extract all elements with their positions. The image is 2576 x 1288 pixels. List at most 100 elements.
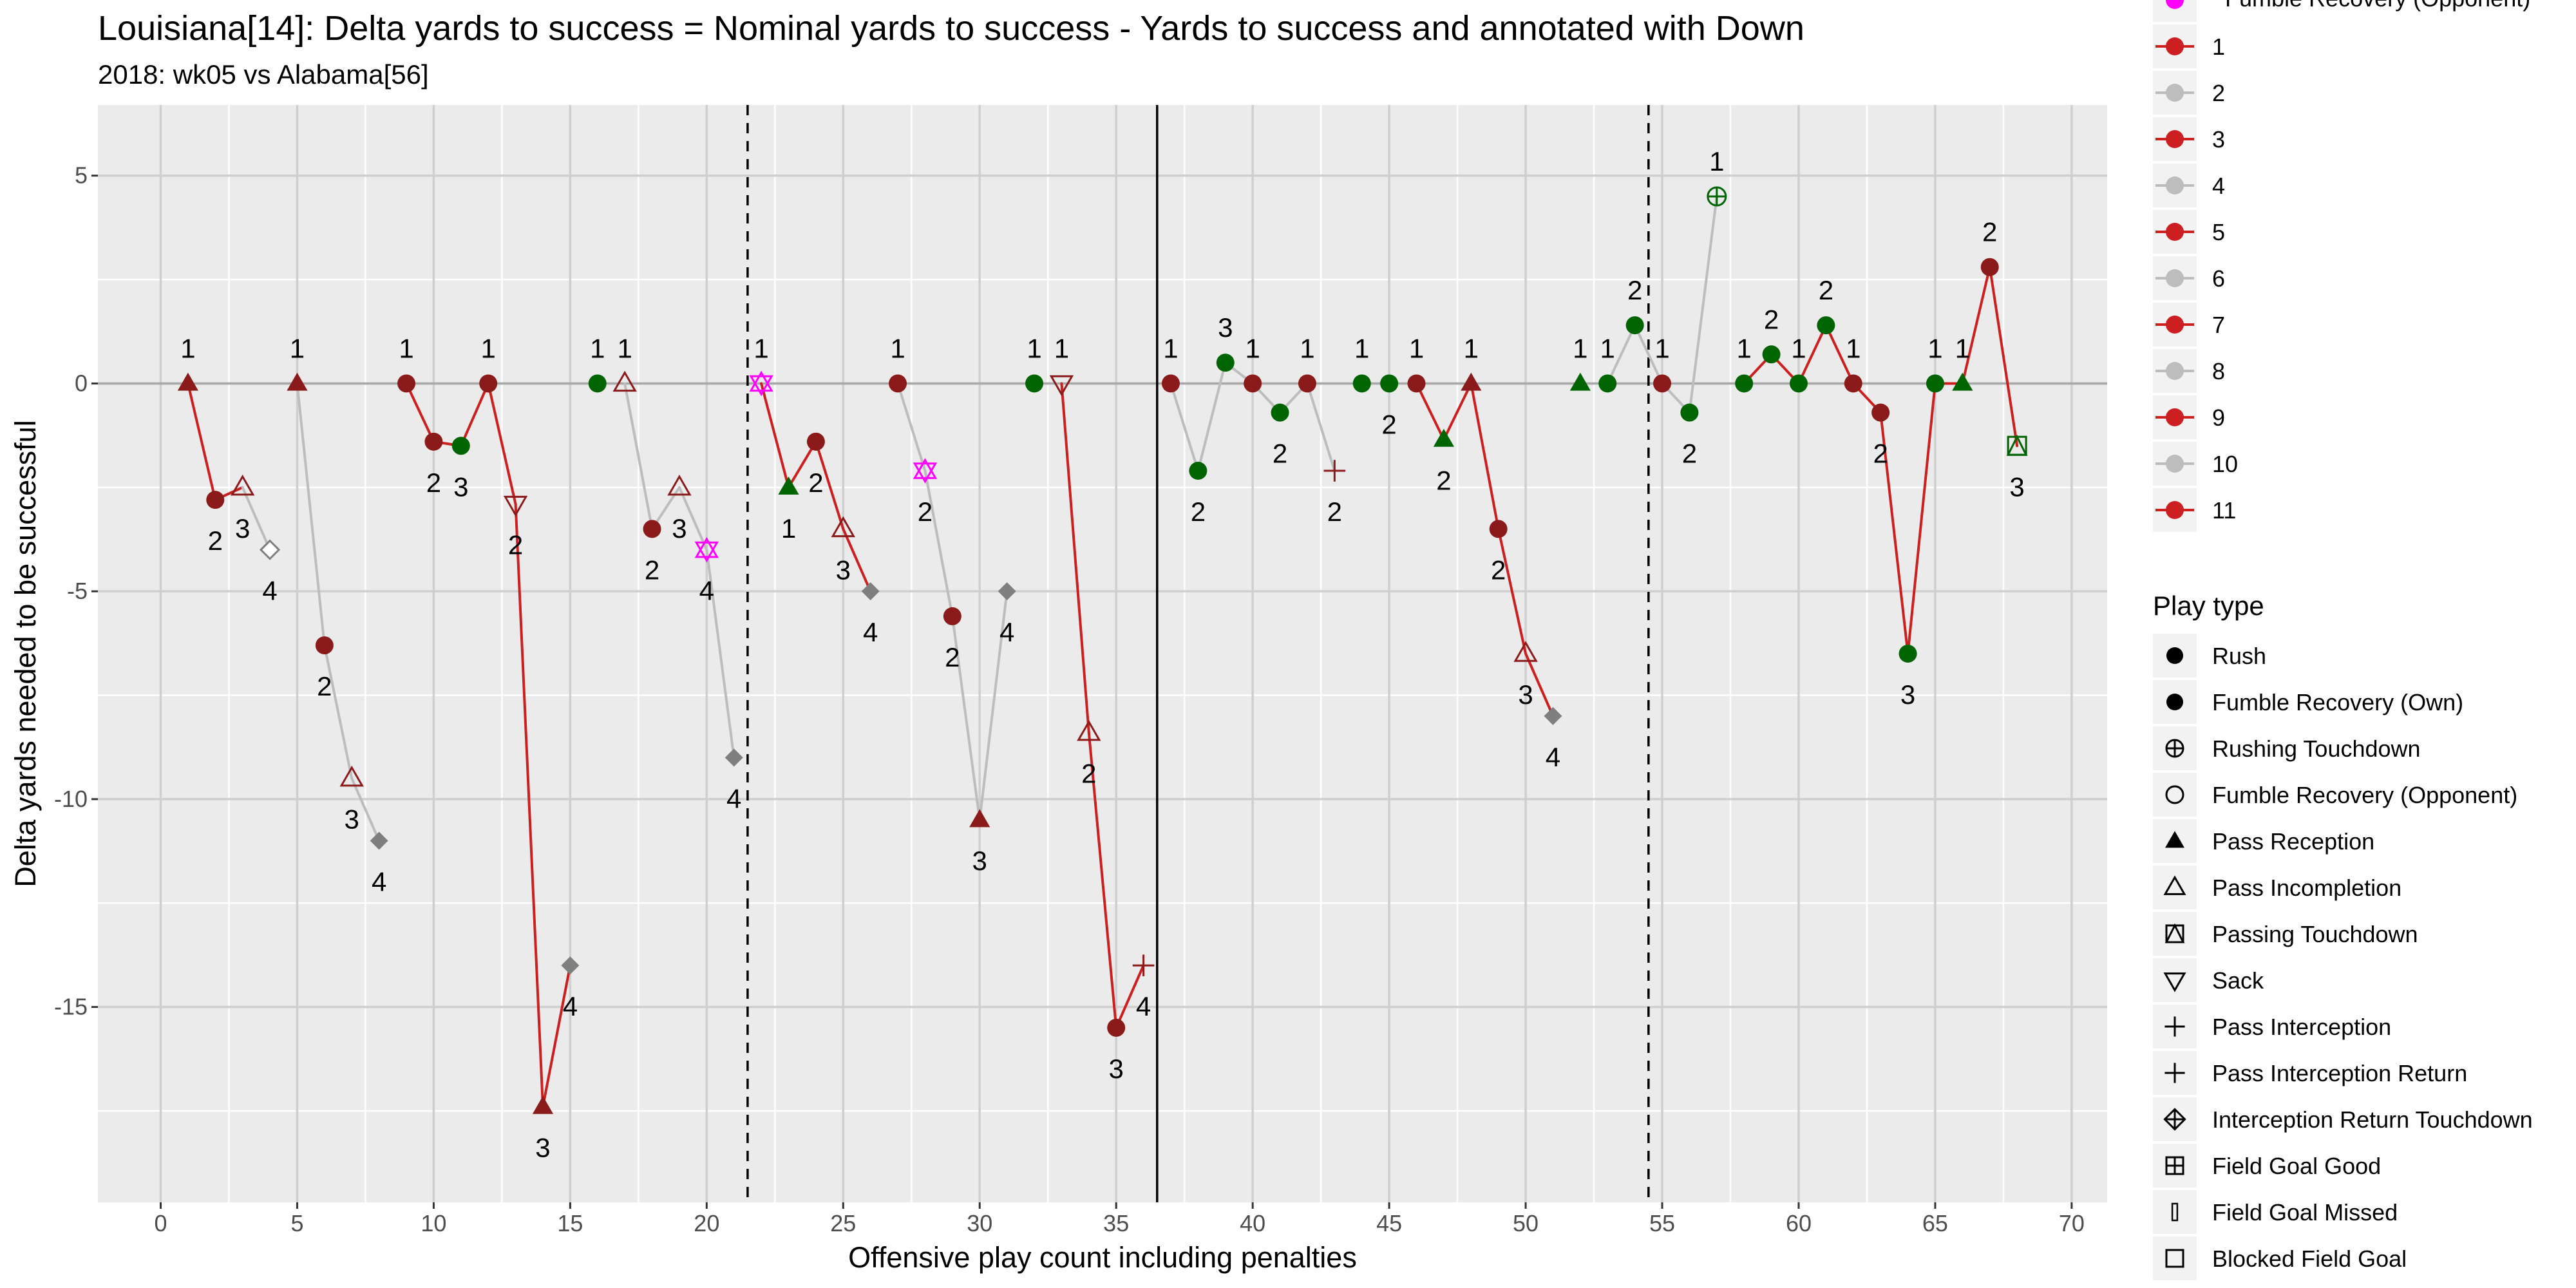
down-label: 2 (508, 530, 523, 560)
marker-circle (889, 374, 907, 393)
marker-triangle-open (339, 765, 364, 787)
drive-segment (842, 527, 872, 593)
plus-marker (1323, 460, 1346, 482)
circle-marker (1489, 520, 1508, 538)
legend-play-type-item: Fumble Recovery (Own) (2153, 680, 2463, 724)
drive-segment (405, 382, 435, 443)
y-tick-label: -5 (67, 578, 88, 604)
drive-segment (1415, 382, 1445, 441)
down-label: 1 (1737, 333, 1752, 363)
triangle-open-marker (339, 765, 364, 787)
legend-drive-item: 7 (2153, 303, 2225, 346)
legend-key-circle (2166, 84, 2184, 102)
down-label: 4 (999, 617, 1014, 647)
triangle-down-open-marker (2163, 972, 2186, 992)
triangle-filled-marker (287, 372, 308, 391)
drive-segment (978, 590, 1009, 822)
legend-play-type-item: Fumble Recovery (Opponent) (2153, 773, 2517, 817)
circle-marker (1107, 1018, 1126, 1037)
x-tick-label: 35 (1103, 1210, 1129, 1236)
legend-key-bg (2153, 866, 2197, 909)
x-tick-label: 10 (421, 1210, 446, 1236)
legend-play-type-item: Field Goal Missed (2153, 1190, 2398, 1234)
down-label: 2 (1873, 439, 1888, 469)
marker-diamond (861, 582, 880, 601)
marker-circle (588, 374, 607, 393)
marker-circle (1899, 645, 1917, 663)
marker-circle (1735, 374, 1754, 393)
circle-marker (1025, 374, 1044, 393)
chart-title: Louisiana[14]: Delta yards to success = … (98, 9, 1804, 48)
legend-drive-label: 5 (2212, 219, 2225, 245)
circle-marker (1380, 374, 1399, 393)
circle-plus-marker (1707, 186, 1727, 207)
down-label: 2 (426, 468, 441, 498)
circle-marker (2166, 647, 2183, 664)
circle-plus-marker (2165, 739, 2184, 758)
marker-circle (1680, 403, 1699, 422)
down-label: 4 (563, 991, 578, 1021)
legend-drive-item: 3 (2153, 117, 2225, 161)
drive-segment (923, 469, 954, 618)
marker-circle (1598, 374, 1617, 393)
triangle-open-marker (831, 516, 855, 538)
x-tick-label: 25 (830, 1210, 856, 1236)
legend-play-type-label: Interception Return Touchdown (2212, 1106, 2533, 1133)
marker-triangle-up (694, 536, 719, 558)
triangle-filled-marker (1569, 372, 1591, 391)
circle-marker (1899, 645, 1917, 663)
marker-circle (1107, 1018, 1126, 1037)
down-label: 1 (1409, 333, 1424, 363)
down-label: 3 (672, 513, 687, 544)
drive-segment (1961, 265, 1991, 385)
marker-circle (397, 374, 416, 393)
legend-play-type-item: Pass Interception Return (2153, 1051, 2467, 1095)
down-label: 1 (1054, 333, 1069, 363)
down-label: 1 (1654, 333, 1669, 363)
down-label: 2 (317, 671, 332, 701)
x-tick-label: 50 (1513, 1210, 1539, 1236)
marker-triangle-down-open (503, 495, 528, 517)
drive-segment (487, 382, 517, 506)
plus-marker (1132, 954, 1155, 976)
y-tick-label: -15 (54, 994, 88, 1020)
legend-drive-item: 6 (2153, 256, 2225, 300)
legend-play-type-label: Fumble Recovery (Own) (2212, 689, 2463, 715)
marker-triangle-open (230, 475, 255, 496)
y-tick-label: 5 (75, 162, 88, 189)
down-label: 3 (1900, 679, 1915, 710)
legend-play-type-item: Pass Reception (2153, 819, 2374, 863)
down-label: 2 (645, 554, 659, 585)
drive-segment (1060, 382, 1090, 734)
triangle-open-marker (1077, 719, 1101, 741)
circle-marker (1216, 354, 1235, 372)
down-label: 2 (1191, 497, 1206, 527)
drive-segment (1169, 382, 1200, 472)
down-label: 1 (481, 333, 496, 363)
marker-inner-triangle (2164, 923, 2185, 943)
down-label: 2 (1381, 409, 1396, 439)
legend-key-circle (2166, 455, 2184, 473)
down-label: 2 (1627, 275, 1642, 305)
legend-drive-item: 9 (2153, 395, 2225, 439)
legend-drive-label: 6 (2212, 265, 2225, 292)
y-tick-label: 0 (75, 370, 88, 396)
marker-circle (1762, 345, 1781, 364)
diamond-marker (1544, 706, 1562, 725)
down-label: 2 (208, 526, 223, 556)
drive-segment (350, 777, 381, 842)
marker-circle (1817, 316, 1835, 335)
circle-marker (479, 374, 498, 393)
triangle-filled-marker (778, 477, 799, 495)
down-label: 3 (345, 804, 359, 835)
legend-key-circle (2166, 316, 2184, 334)
marker-circle (479, 374, 498, 393)
legend-play-type-label: Rush (2212, 643, 2266, 669)
marker-square-open (2165, 1249, 2184, 1268)
drive-segment (1688, 195, 1718, 414)
circle-marker (1271, 403, 1289, 422)
marker-triangle-down (913, 462, 938, 484)
marker-triangle (969, 809, 990, 828)
half-divider-lines (746, 105, 1650, 1202)
marker-triangle-open (612, 370, 637, 392)
